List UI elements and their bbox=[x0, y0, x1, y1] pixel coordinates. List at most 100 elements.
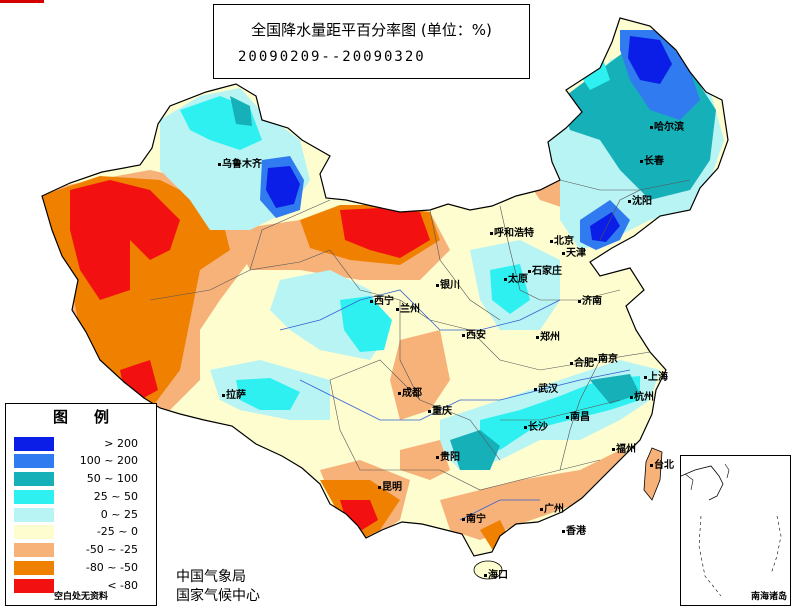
legend-item: 50 ~ 100 bbox=[12, 472, 152, 487]
city-label: 太原 bbox=[504, 270, 528, 285]
corner-mark bbox=[0, 0, 44, 3]
city-label: 重庆 bbox=[428, 402, 452, 417]
legend-note: 空白处无资料 bbox=[53, 592, 108, 602]
city-dot-icon bbox=[536, 335, 539, 339]
city-label: 银川 bbox=[436, 276, 460, 291]
legend-label: -80 ~ -50 bbox=[85, 561, 138, 574]
city-name: 哈尔滨 bbox=[654, 122, 684, 133]
city-name: 合肥 bbox=[574, 358, 594, 369]
legend-item: -50 ~ -25 bbox=[12, 543, 152, 558]
legend-swatch bbox=[14, 472, 54, 486]
city-dot-icon bbox=[650, 463, 653, 467]
legend-label: -25 ~ 0 bbox=[96, 525, 138, 538]
city-name: 福州 bbox=[616, 444, 636, 455]
city-label: 海口 bbox=[484, 566, 508, 581]
legend-label: 25 ~ 50 bbox=[93, 490, 138, 503]
city-dot-icon bbox=[462, 333, 465, 337]
city-label: 沈阳 bbox=[628, 192, 652, 207]
anomaly-zone bbox=[590, 374, 640, 404]
city-name: 太原 bbox=[508, 274, 528, 285]
legend-swatch bbox=[14, 561, 54, 575]
city-dot-icon bbox=[630, 395, 633, 399]
legend-item: 25 ~ 50 bbox=[12, 490, 152, 505]
city-label: 郑州 bbox=[536, 328, 560, 343]
anomaly-zone bbox=[340, 208, 430, 258]
city-dot-icon bbox=[550, 239, 553, 243]
legend-label: 50 ~ 100 bbox=[86, 472, 138, 485]
legend-swatch bbox=[14, 579, 54, 593]
city-name: 武汉 bbox=[538, 384, 558, 395]
city-label: 济南 bbox=[578, 292, 602, 307]
legend-swatch bbox=[14, 525, 54, 539]
city-label: 西安 bbox=[462, 326, 486, 341]
city-dot-icon bbox=[528, 269, 531, 273]
legend-label: -50 ~ -25 bbox=[85, 543, 138, 556]
city-name: 广州 bbox=[544, 504, 564, 515]
city-label: 南京 bbox=[594, 350, 618, 365]
map-title: 全国降水量距平百分率图 (单位：%) bbox=[251, 21, 492, 39]
city-dot-icon bbox=[524, 425, 527, 429]
city-dot-icon bbox=[504, 277, 507, 281]
city-dot-icon bbox=[562, 251, 565, 255]
legend-swatch bbox=[14, 437, 54, 451]
city-dot-icon bbox=[462, 517, 465, 521]
city-label: 石家庄 bbox=[528, 262, 562, 277]
city-name: 杭州 bbox=[634, 392, 654, 403]
anomaly-zone bbox=[490, 264, 530, 314]
province-borders bbox=[149, 179, 691, 491]
city-dot-icon bbox=[370, 299, 373, 303]
city-dot-icon bbox=[612, 447, 615, 451]
city-dot-icon bbox=[490, 231, 493, 235]
city-dot-icon bbox=[378, 485, 381, 489]
inset-label: 南海诸岛 bbox=[750, 589, 787, 602]
rivers bbox=[279, 289, 631, 521]
city-name: 贵阳 bbox=[440, 452, 460, 463]
anomaly-zone bbox=[70, 180, 180, 300]
city-name: 银川 bbox=[440, 280, 460, 291]
legend-title: 图例 bbox=[52, 408, 135, 426]
city-name: 南京 bbox=[598, 354, 618, 365]
legend-item: -25 ~ 0 bbox=[12, 525, 152, 540]
legend-item: 100 ~ 200 bbox=[12, 454, 152, 469]
city-label: 天津 bbox=[562, 244, 586, 259]
taiwan-island bbox=[643, 447, 663, 501]
city-label: 乌鲁木齐 bbox=[218, 155, 262, 170]
city-label: 贵阳 bbox=[436, 448, 460, 463]
legend-swatch bbox=[14, 454, 54, 468]
anomaly-zone bbox=[266, 166, 300, 208]
city-dot-icon bbox=[540, 507, 543, 511]
city-label: 武汉 bbox=[534, 380, 558, 395]
city-label: 北京 bbox=[550, 232, 574, 247]
city-dot-icon bbox=[534, 387, 537, 391]
city-dot-icon bbox=[566, 415, 569, 419]
anomaly-zone bbox=[340, 296, 392, 352]
city-label: 哈尔滨 bbox=[650, 118, 684, 133]
city-dot-icon bbox=[218, 162, 221, 166]
anomaly-zone bbox=[480, 376, 640, 450]
anomaly-zone bbox=[230, 96, 252, 126]
legend: 图例 > 200 100 ~ 200 50 ~ 100 25 ~ 50 0 ~ 25 -2… bbox=[5, 403, 157, 606]
city-name: 郑州 bbox=[540, 332, 560, 343]
south-china-sea-inset: 南海诸岛 bbox=[680, 455, 791, 606]
anomaly-zone bbox=[440, 450, 640, 540]
city-label: 成都 bbox=[398, 384, 422, 399]
city-name: 沈阳 bbox=[632, 196, 652, 207]
city-name: 长沙 bbox=[528, 422, 548, 433]
title-box: 全国降水量距平百分率图 (单位：%) 20090209--20090320 bbox=[213, 4, 530, 79]
city-label: 长沙 bbox=[524, 418, 548, 433]
city-name: 上海 bbox=[648, 372, 668, 383]
city-label: 西宁 bbox=[370, 292, 394, 307]
city-dot-icon bbox=[222, 393, 225, 397]
anomaly-zone bbox=[628, 36, 672, 84]
legend-swatch bbox=[14, 490, 54, 504]
agency-cma: 中国气象局 bbox=[176, 569, 246, 585]
city-name: 昆明 bbox=[382, 482, 402, 493]
city-name: 南宁 bbox=[466, 514, 486, 525]
city-label: 合肥 bbox=[570, 354, 594, 369]
legend-label: > 200 bbox=[104, 437, 138, 450]
agency-ncc: 国家气候中心 bbox=[176, 588, 260, 604]
legend-swatch bbox=[14, 543, 54, 557]
anomaly-zone bbox=[390, 330, 450, 420]
